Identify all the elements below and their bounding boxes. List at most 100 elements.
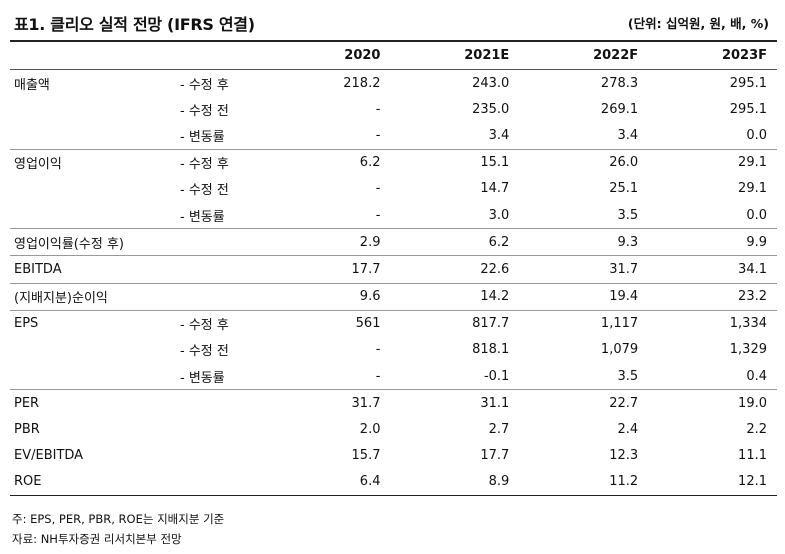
cell-value: 0.0 xyxy=(648,122,777,150)
header-blank xyxy=(10,42,180,70)
row-sublabel xyxy=(180,255,280,284)
cell-value: 14.7 xyxy=(480,181,510,197)
cell-value: 6.2 xyxy=(359,155,381,171)
cell-value: 561 xyxy=(355,316,381,332)
row-sublabel: - 수정 전 xyxy=(180,103,229,119)
cell-value: 23.2 xyxy=(648,283,777,311)
cell-value: 11.2 xyxy=(519,468,649,496)
cell-value: 17.7 xyxy=(280,255,391,284)
row-label: 매출액 xyxy=(14,77,50,93)
footnote: 주: EPS, PER, PBR, ROE는 지배지분 기준 xyxy=(12,512,225,526)
cell-value: 1,079 xyxy=(600,342,639,358)
cell-value: 26.0 xyxy=(609,155,639,171)
cell-value: 2.7 xyxy=(488,422,510,438)
table-row: ROE 6.4 8.9 11.2 12.1 xyxy=(10,468,777,496)
cell-value: 2.4 xyxy=(617,422,639,438)
cell-value: 3.5 xyxy=(519,363,649,391)
table-row: PER 31.7 31.1 22.7 19.0 xyxy=(10,390,777,417)
cell-value: 12.1 xyxy=(648,468,777,496)
cell-value: 9.9 xyxy=(648,228,777,257)
cell-value: 243.0 xyxy=(472,75,510,91)
row-sublabel: - 변동률 xyxy=(180,201,280,230)
cell-value: - xyxy=(280,363,391,391)
table-row: (지배지분)순이익 9.6 14.2 19.4 23.2 xyxy=(10,283,777,311)
cell-value: 14.2 xyxy=(390,283,520,311)
cell-value: 34.1 xyxy=(648,255,777,284)
col-header: 2023F xyxy=(648,42,777,70)
table-row: - 수정 전 - 818.1 1,079 1,329 xyxy=(10,337,777,363)
col-header: 2021E xyxy=(390,42,520,70)
cell-value: 11.1 xyxy=(738,448,767,464)
cell-value: 3.5 xyxy=(519,201,649,230)
col-header: 2020 xyxy=(280,42,391,70)
row-sublabel: - 수정 후 xyxy=(180,77,229,93)
cell-value: 29.1 xyxy=(738,181,767,197)
row-label xyxy=(10,176,180,202)
row-label: ROE xyxy=(10,468,180,496)
cell-value: 818.1 xyxy=(472,342,510,358)
cell-value: 295.1 xyxy=(729,75,767,91)
cell-value: 8.9 xyxy=(390,468,520,496)
cell-value: 9.3 xyxy=(519,228,649,257)
header-row: 2020 2021E 2022F 2023F xyxy=(10,42,777,70)
row-label: PBR xyxy=(14,422,40,438)
cell-value: 22.7 xyxy=(609,395,639,411)
cell-value: 278.3 xyxy=(600,75,639,91)
row-label: PER xyxy=(14,395,40,411)
cell-value: 2.9 xyxy=(280,228,391,257)
cell-value: 269.1 xyxy=(600,101,639,117)
table-row: EPS - 수정 후 561 817.7 1,117 1,334 xyxy=(10,310,777,337)
cell-value: 295.1 xyxy=(729,101,767,117)
table-body: 매출액 - 수정 후 218.2 243.0 278.3 295.1 - 수정 전 - 235.… xyxy=(10,70,777,496)
table-row: EV/EBITDA 15.7 17.7 12.3 11.1 xyxy=(10,443,777,469)
cell-value: 15.7 xyxy=(351,448,381,464)
cell-value: 235.0 xyxy=(472,101,510,117)
unit-note: (단위: 십억원, 원, 배, %) xyxy=(627,16,769,31)
table-title: 표1. 클리오 실적 전망 (IFRS 연결) xyxy=(14,15,255,34)
header-blank-sub xyxy=(180,42,280,70)
source-note: 자료: NH투자증권 리서치본부 전망 xyxy=(12,532,182,546)
row-label xyxy=(10,363,180,391)
cell-value: 3.4 xyxy=(390,122,520,150)
cell-value: 22.6 xyxy=(390,255,520,284)
row-label: 영업이익 xyxy=(14,157,62,173)
cell-value: 1,117 xyxy=(600,316,639,332)
cell-value: 1,334 xyxy=(729,316,767,332)
table-row: - 변동률 -3.4 3.4 0.0 xyxy=(10,122,777,150)
row-label: EBITDA xyxy=(10,255,180,284)
table-row: 매출액 - 수정 후 218.2 243.0 278.3 295.1 xyxy=(10,70,777,97)
cell-value: - xyxy=(280,201,391,230)
cell-value: 31.7 xyxy=(519,255,649,284)
cell-value: 6.2 xyxy=(390,228,520,257)
cell-value: 3.4 xyxy=(519,122,649,150)
row-label xyxy=(10,337,180,363)
cell-value: - xyxy=(280,122,391,150)
row-sublabel xyxy=(180,468,280,496)
row-sublabel: - 수정 후 xyxy=(180,157,229,173)
table-row: 영업이익 - 수정 후 6.2 15.1 26.0 29.1 xyxy=(10,149,777,176)
cell-value: - xyxy=(375,181,381,197)
cell-value: 218.2 xyxy=(343,75,381,91)
row-sublabel: - 수정 전 xyxy=(180,344,229,360)
cell-value: 0.0 xyxy=(648,201,777,230)
top-rule xyxy=(10,40,777,42)
forecast-table: 2020 2021E 2022F 2023F 매출액 - 수정 후 218.2 243… xyxy=(10,42,777,496)
row-sublabel: - 수정 전 xyxy=(180,183,229,199)
row-sublabel xyxy=(180,416,280,442)
notes: 주: EPS, PER, PBR, ROE는 지배지분 기준 자료: NH투자증… xyxy=(12,509,224,549)
row-sublabel xyxy=(180,390,280,417)
cell-value: 2.0 xyxy=(359,422,381,438)
row-label: EV/EBITDA xyxy=(14,448,84,464)
row-label: EPS xyxy=(14,316,39,332)
col-header: 2022F xyxy=(519,42,649,70)
cell-value: 31.7 xyxy=(351,395,381,411)
cell-value: 6.4 xyxy=(280,468,391,496)
table-row: PBR 2.0 2.7 2.4 2.2 xyxy=(10,416,777,442)
row-sublabel: - 변동률 xyxy=(180,122,280,150)
cell-value: 2.2 xyxy=(746,422,767,438)
row-label: 영업이익률(수정 후) xyxy=(10,228,280,257)
row-label xyxy=(10,201,180,230)
cell-value: 12.3 xyxy=(609,448,639,464)
table-row: - 수정 전 - 14.7 25.1 29.1 xyxy=(10,176,777,202)
cell-value: - xyxy=(375,342,381,358)
